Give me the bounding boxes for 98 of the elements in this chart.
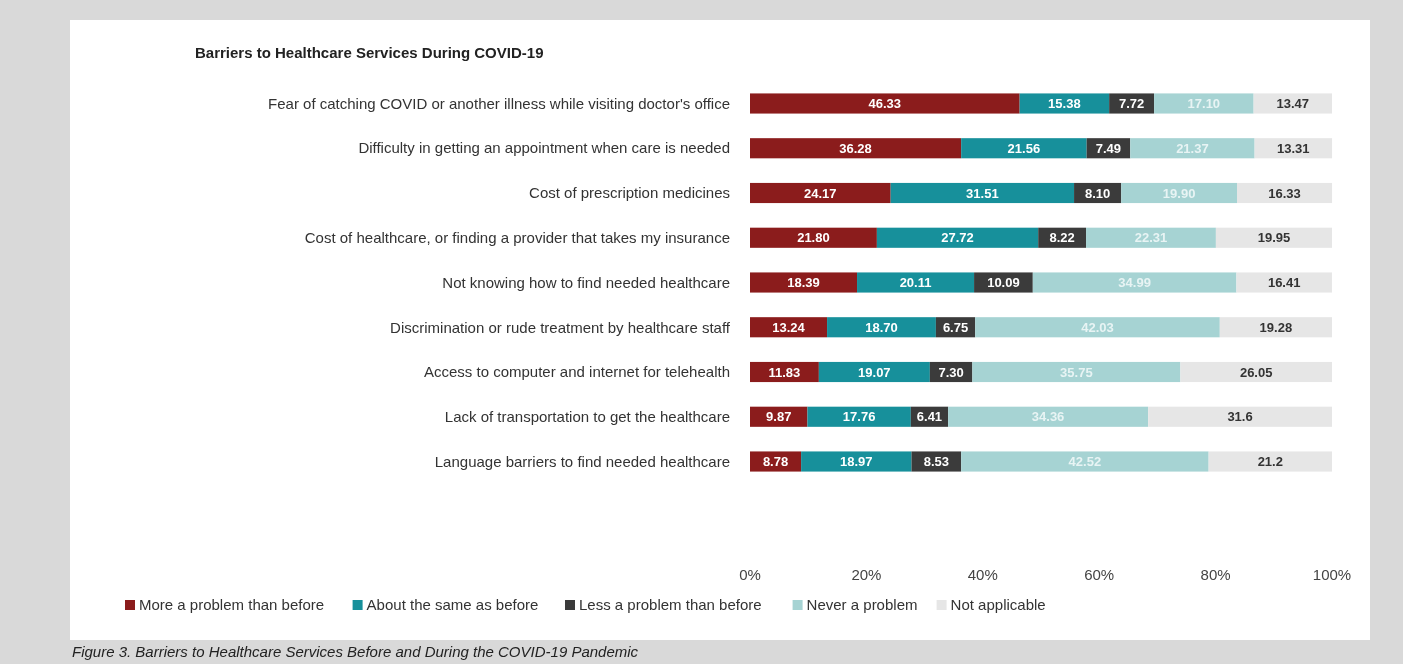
data-label: 26.05: [1239, 364, 1273, 380]
data-label: 19.28: [1259, 319, 1293, 335]
bar: [1109, 93, 1155, 114]
data-label: 6.75: [942, 319, 969, 335]
data-label: 9.87: [766, 409, 792, 425]
data-label: 7.49: [1095, 140, 1122, 156]
data-label: 8.53: [923, 454, 949, 470]
x-tick-label: 0%: [739, 566, 761, 584]
bar: [807, 406, 911, 427]
data-label: 35.75: [1060, 364, 1093, 380]
bar: [961, 138, 1087, 159]
data-label: 19.07: [858, 364, 891, 380]
bar: [750, 272, 858, 293]
bar: [1253, 93, 1332, 114]
bar: [801, 451, 912, 472]
data-label: 6.41: [916, 409, 943, 425]
data-label: 21.80: [797, 230, 830, 246]
y-tick-label: Discrimination or rude treatment by healthcare staff: [390, 318, 731, 336]
bar: [857, 272, 975, 293]
y-tick-label: Difficulty in getting an appointment when care is needed: [358, 139, 730, 157]
data-label: 22.31: [1134, 230, 1168, 246]
bar: [750, 182, 891, 204]
data-label: 46.33: [868, 96, 902, 112]
bar: [1215, 227, 1332, 248]
data-label: 21.2: [1257, 454, 1283, 470]
bar: [961, 451, 1209, 472]
data-label: 21.37: [1176, 140, 1209, 156]
data-label: 8.10: [1084, 185, 1111, 201]
bar: [876, 227, 1039, 248]
y-tick-label: Cost of healthcare, or finding a provider that takes my insurance: [304, 229, 730, 246]
data-label: 19.95: [1257, 230, 1291, 246]
data-label: 7.72: [1118, 96, 1145, 112]
data-label: 17.10: [1187, 96, 1221, 112]
data-label: 34.36: [1031, 409, 1065, 425]
data-label: 24.17: [804, 185, 837, 201]
y-tick-label: Access to computer and internet for telehealth: [423, 363, 730, 381]
bar: [1019, 93, 1110, 114]
bar: [972, 361, 1181, 383]
data-label: 8.22: [1049, 230, 1075, 246]
x-tick-label: 60%: [1084, 566, 1115, 584]
x-tick-label: 80%: [1200, 566, 1231, 584]
data-label: 16.41: [1267, 275, 1301, 291]
data-label: 18.97: [840, 454, 873, 470]
data-label: 36.28: [839, 140, 872, 156]
bar: [890, 182, 1075, 204]
legend-label: Less a problem than before: [579, 596, 762, 614]
bar: [750, 227, 877, 248]
data-label: 18.39: [787, 275, 820, 291]
bar: [1121, 182, 1238, 204]
bar: [1148, 406, 1332, 427]
legend-label: More a problem than before: [139, 596, 325, 614]
data-label: 27.72: [941, 230, 974, 246]
bar: [1180, 361, 1332, 383]
bar: [750, 93, 1020, 114]
data-label: 7.30: [938, 364, 964, 380]
y-tick-label: Lack of transportation to get the healthcare: [444, 408, 730, 425]
bar: [827, 317, 936, 338]
bar: [1154, 93, 1254, 114]
data-label: 15.38: [1048, 96, 1081, 112]
bar: [948, 406, 1149, 427]
y-tick-label: Not knowing how to find needed healthcare: [442, 273, 730, 291]
data-label: 8.78: [762, 454, 789, 470]
data-label: 19.90: [1162, 185, 1196, 201]
data-label: 42.52: [1068, 454, 1102, 470]
x-tick-label: 20%: [851, 566, 882, 584]
text: Barriers to Healthcare Services During COVID-19: [195, 44, 544, 61]
data-label: 13.47: [1276, 96, 1310, 112]
data-label: 31.51: [966, 185, 999, 201]
bar: [1130, 138, 1255, 159]
legend-label: Never a problem: [806, 596, 918, 614]
bar: [1208, 451, 1332, 472]
y-tick-label: Cost of prescription medicines: [529, 184, 730, 202]
data-label: 13.24: [772, 319, 806, 335]
bar: [1219, 317, 1332, 338]
data-label: 34.99: [1118, 275, 1151, 291]
bar: [818, 361, 930, 383]
data-label: 17.76: [842, 409, 876, 425]
y-tick-label: Fear of catching COVID or another illness while visiting doctor's office: [268, 94, 730, 112]
data-label: 16.33: [1268, 185, 1301, 201]
data-label: 10.09: [987, 275, 1020, 291]
data-label: 31.6: [1227, 409, 1253, 425]
data-label: 11.83: [768, 364, 801, 380]
x-tick-label: 100%: [1312, 566, 1352, 584]
data-label: 20.11: [899, 275, 932, 291]
bar: [975, 317, 1220, 338]
caption: Figure 3. Barriers to Healthcare Services Before and During the COVID-19 Pandemic: [72, 643, 639, 661]
legend-label: About the same as before: [366, 596, 539, 614]
bar: [1086, 227, 1216, 248]
bar: [1032, 272, 1237, 293]
bar: [1236, 272, 1332, 293]
data-label: 21.56: [1007, 140, 1041, 156]
y-tick-label: Language barriers to find needed healthcare: [434, 452, 730, 470]
legend-label: Not applicable: [950, 596, 1046, 614]
bar: [750, 138, 962, 159]
data-label: 13.31: [1277, 140, 1310, 156]
x-tick-label: 40%: [967, 566, 998, 584]
data-label: 18.70: [865, 319, 898, 335]
data-label: 42.03: [1081, 319, 1114, 335]
